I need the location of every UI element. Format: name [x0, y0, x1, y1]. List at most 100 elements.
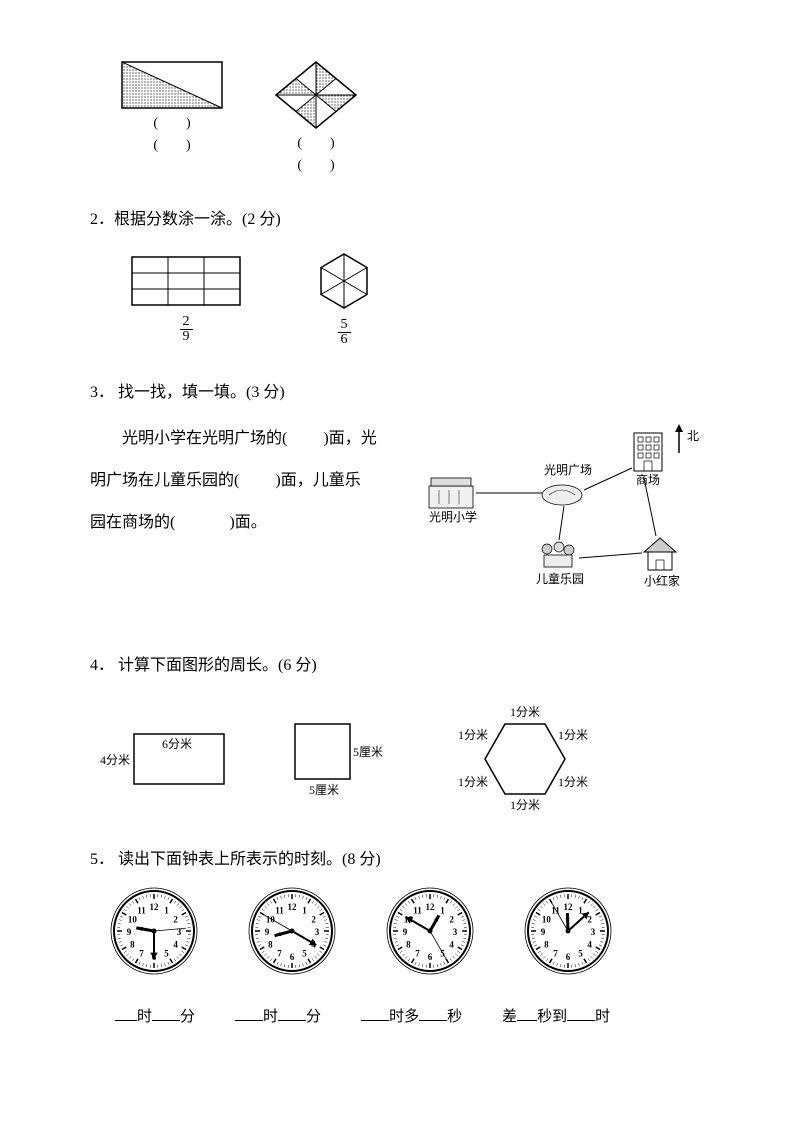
q3-map: 北 商场 光明广场 — [404, 418, 704, 608]
question-2: 2．根据分数涂一涂。(2 分) 2 9 — [90, 202, 704, 347]
svg-text:儿童乐园: 儿童乐园 — [536, 571, 584, 586]
q4-rect: 4分米 6分米 — [100, 724, 230, 794]
q1-diamond-col: ( ) ( ) — [274, 60, 358, 174]
svg-text:12: 12 — [564, 902, 574, 912]
square-icon — [542, 485, 582, 505]
svg-text:4: 4 — [173, 939, 178, 949]
svg-text:9: 9 — [265, 927, 270, 937]
svg-text:商场: 商场 — [636, 472, 660, 487]
svg-text:1分米: 1分米 — [458, 728, 488, 742]
svg-text:8: 8 — [268, 939, 273, 949]
svg-text:小红家: 小红家 — [644, 573, 680, 588]
q1-diamond — [274, 60, 358, 130]
svg-text:11: 11 — [275, 905, 284, 915]
svg-text:6: 6 — [566, 952, 571, 962]
q2-grid-col: 2 9 — [130, 255, 242, 344]
svg-text:光明广场: 光明广场 — [544, 463, 592, 477]
q2-hex-col: 5 6 — [312, 252, 376, 347]
q2-grid — [130, 255, 242, 307]
q1-diamond-paren1: ( ) — [297, 132, 334, 152]
clock: 121234567891011 — [110, 887, 198, 975]
svg-text:1分米: 1分米 — [458, 775, 488, 789]
svg-text:9: 9 — [127, 927, 132, 937]
svg-text:1分米: 1分米 — [558, 775, 588, 789]
q1-rect-paren2: ( ) — [153, 134, 190, 154]
svg-text:1分米: 1分米 — [510, 705, 540, 719]
q1-rectangle — [120, 60, 224, 110]
question-3: 3． 找一找，填一填。(3 分) 光明小学在光明广场的( )面，光 明广场在儿童… — [90, 375, 704, 608]
clock-icon: 121234567891011 — [524, 887, 612, 975]
home-icon — [644, 538, 676, 570]
question-5: 5． 读出下面钟表上所表示的时刻。(8 分) 121234567891011 1… — [90, 842, 704, 1026]
svg-text:2: 2 — [173, 914, 178, 924]
q2-hexagon — [312, 252, 376, 310]
svg-text:5厘米: 5厘米 — [353, 745, 383, 759]
q5-clocks: 121234567891011 121234567891011 12123456… — [110, 887, 704, 975]
svg-text:11: 11 — [413, 905, 422, 915]
svg-text:9: 9 — [541, 927, 546, 937]
svg-text:7: 7 — [139, 948, 144, 958]
clock: 121234567891011 — [524, 887, 612, 975]
svg-text:2: 2 — [587, 914, 592, 924]
svg-text:8: 8 — [130, 939, 135, 949]
svg-text:6: 6 — [428, 952, 433, 962]
clock-icon: 121234567891011 — [110, 887, 198, 975]
q5-text: 5． 读出下面钟表上所表示的时刻。(8 分) — [90, 842, 704, 877]
svg-text:光明小学: 光明小学 — [429, 509, 477, 524]
svg-text:6分米: 6分米 — [162, 737, 192, 751]
svg-text:1: 1 — [302, 905, 307, 915]
svg-text:5: 5 — [302, 948, 307, 958]
svg-text:1分米: 1分米 — [558, 728, 588, 742]
mall-icon — [634, 433, 662, 471]
q5-ans4: 差秒到时 — [502, 1005, 610, 1026]
svg-text:4: 4 — [449, 939, 454, 949]
svg-text:10: 10 — [542, 914, 552, 924]
q2-frac1: 2 9 — [180, 315, 193, 344]
school-icon — [429, 478, 473, 508]
clock-icon: 121234567891011 — [248, 887, 336, 975]
q1-rect-col: ( ) ( ) — [120, 60, 224, 174]
svg-text:2: 2 — [449, 914, 454, 924]
q1-rect-paren1: ( ) — [153, 112, 190, 132]
svg-text:10: 10 — [266, 914, 276, 924]
q5-ans2: 时分 — [235, 1005, 321, 1026]
svg-text:1分米: 1分米 — [510, 798, 540, 812]
svg-text:3: 3 — [315, 927, 320, 937]
q5-ans1: 时分 — [115, 1005, 195, 1026]
svg-text:7: 7 — [277, 948, 282, 958]
q1-figures: ( ) ( ) ( ) ( ) — [120, 60, 704, 174]
question-4: 4． 计算下面图形的周长。(6 分) 4分米 6分米 5厘米 5厘米 — [90, 648, 704, 813]
q3-heading: 3． 找一找，填一填。(3 分) — [90, 375, 704, 410]
svg-text:7: 7 — [415, 948, 420, 958]
svg-text:10: 10 — [128, 914, 138, 924]
svg-text:11: 11 — [137, 905, 146, 915]
q5-ans3: 时多秒 — [361, 1005, 462, 1026]
svg-text:12: 12 — [150, 902, 160, 912]
clock-icon: 121234567891011 — [386, 887, 474, 975]
svg-text:6: 6 — [290, 952, 295, 962]
svg-text:12: 12 — [426, 902, 436, 912]
svg-text:4分米: 4分米 — [100, 753, 130, 767]
svg-text:4: 4 — [587, 939, 592, 949]
svg-text:9: 9 — [403, 927, 408, 937]
svg-text:8: 8 — [406, 939, 411, 949]
park-icon — [542, 542, 574, 567]
q2-text: 2．根据分数涂一涂。(2 分) — [90, 202, 704, 237]
clock: 121234567891011 — [386, 887, 474, 975]
q4-hexagon: 1分米 1分米 1分米 1分米 1分米 1分米 — [440, 704, 610, 814]
svg-text:3: 3 — [453, 927, 458, 937]
q4-square: 5厘米 5厘米 — [285, 716, 385, 801]
svg-text:3: 3 — [591, 927, 596, 937]
svg-text:1: 1 — [164, 905, 169, 915]
svg-text:5: 5 — [164, 948, 169, 958]
q5-answers: 时分 时分 时多秒 差秒到时 — [115, 1005, 704, 1026]
svg-text:1: 1 — [440, 905, 445, 915]
svg-text:5: 5 — [578, 948, 583, 958]
svg-text:北: 北 — [687, 429, 699, 443]
q3-body: 光明小学在光明广场的( )面，光 明广场在儿童乐园的( )面，儿童乐 园在商场的… — [90, 418, 384, 608]
q1-diamond-paren2: ( ) — [297, 154, 334, 174]
svg-text:7: 7 — [553, 948, 558, 958]
clock: 121234567891011 — [248, 887, 336, 975]
svg-text:8: 8 — [544, 939, 549, 949]
q4-text: 4． 计算下面图形的周长。(6 分) — [90, 648, 704, 683]
